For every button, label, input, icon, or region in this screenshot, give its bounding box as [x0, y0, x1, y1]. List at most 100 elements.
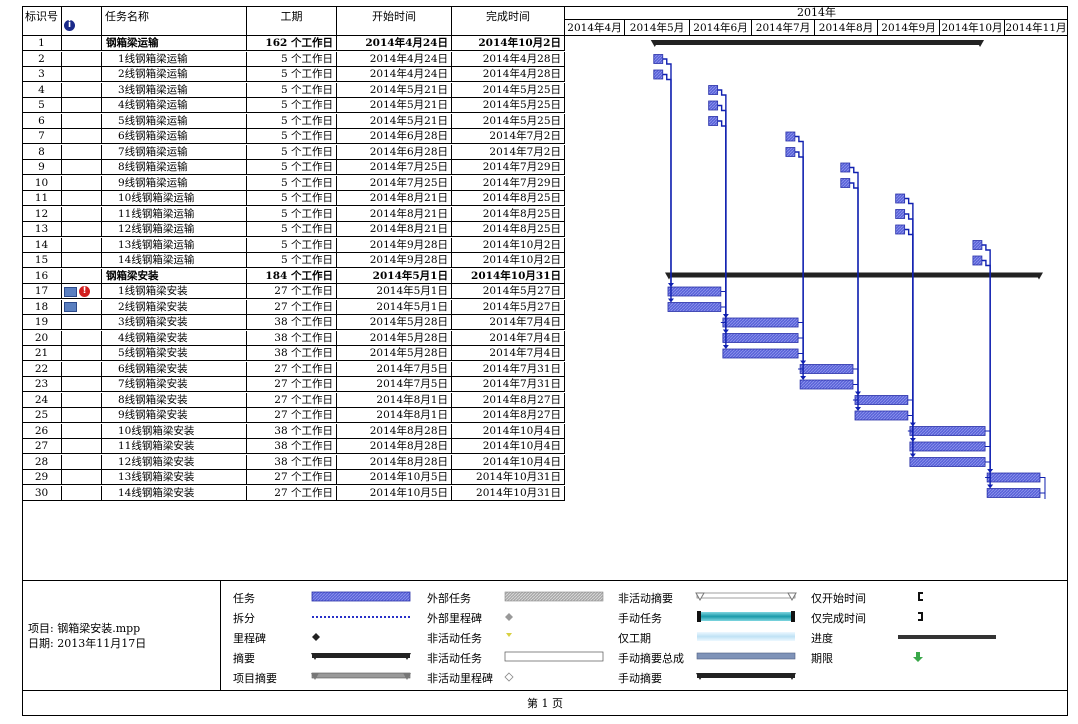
- task-name[interactable]: 8线钢箱梁运输: [102, 160, 247, 175]
- task-start[interactable]: 2014年9月28日: [337, 253, 452, 268]
- task-name[interactable]: 10线钢箱梁安装: [102, 423, 247, 439]
- task-duration[interactable]: 38 个工作日: [247, 315, 337, 330]
- task-row[interactable]: 11 10线钢箱梁运输 5 个工作日 2014年8月21日 2014年8月25日: [22, 191, 565, 206]
- task-duration[interactable]: 5 个工作日: [247, 222, 337, 237]
- header-finish[interactable]: 完成时间: [452, 6, 565, 36]
- table-icon[interactable]: [64, 302, 77, 312]
- task-finish[interactable]: 2014年5月25日: [452, 98, 565, 113]
- task-duration[interactable]: 38 个工作日: [247, 330, 337, 346]
- task-start[interactable]: 2014年8月21日: [337, 191, 452, 206]
- header-id[interactable]: 标识号: [22, 6, 62, 36]
- task-duration[interactable]: 38 个工作日: [247, 423, 337, 439]
- task-name[interactable]: 13线钢箱梁安装: [102, 470, 247, 485]
- task-finish[interactable]: 2014年5月27日: [452, 284, 565, 299]
- task-row[interactable]: 9 8线钢箱梁运输 5 个工作日 2014年7月25日 2014年7月29日: [22, 160, 565, 175]
- task-name[interactable]: 4线钢箱梁运输: [102, 98, 247, 113]
- task-start[interactable]: 2014年4月24日: [337, 67, 452, 82]
- task-duration[interactable]: 5 个工作日: [247, 175, 337, 191]
- task-start[interactable]: 2014年8月28日: [337, 439, 452, 454]
- task-name[interactable]: 6线钢箱梁安装: [102, 361, 247, 377]
- task-start[interactable]: 2014年4月24日: [337, 51, 452, 67]
- task-row[interactable]: 13 12线钢箱梁运输 5 个工作日 2014年8月21日 2014年8月25日: [22, 222, 565, 237]
- task-start[interactable]: 2014年8月28日: [337, 423, 452, 439]
- task-finish[interactable]: 2014年8月25日: [452, 191, 565, 206]
- task-finish[interactable]: 2014年7月29日: [452, 160, 565, 175]
- task-row[interactable]: 1 钢箱梁运输 162 个工作日 2014年4月24日 2014年10月2日: [22, 36, 565, 51]
- task-duration[interactable]: 38 个工作日: [247, 439, 337, 454]
- task-finish[interactable]: 2014年7月2日: [452, 144, 565, 160]
- task-finish[interactable]: 2014年10月31日: [452, 470, 565, 485]
- table-icon[interactable]: [64, 286, 77, 297]
- task-start[interactable]: 2014年6月28日: [337, 144, 452, 160]
- task-name[interactable]: 9线钢箱梁运输: [102, 175, 247, 191]
- task-name[interactable]: 4线钢箱梁安装: [102, 330, 247, 346]
- task-duration[interactable]: 5 个工作日: [247, 191, 337, 206]
- task-row[interactable]: 10 9线钢箱梁运输 5 个工作日 2014年7月25日 2014年7月29日: [22, 175, 565, 191]
- task-name[interactable]: 12线钢箱梁安装: [102, 454, 247, 470]
- task-finish[interactable]: 2014年10月4日: [452, 423, 565, 439]
- task-name[interactable]: 钢箱梁运输: [102, 36, 247, 51]
- task-row[interactable]: 17 1线钢箱梁安装 27 个工作日 2014年5月1日 2014年5月27日: [22, 284, 565, 299]
- task-row[interactable]: 3 2线钢箱梁运输 5 个工作日 2014年4月24日 2014年4月28日: [22, 67, 565, 82]
- task-name[interactable]: 1线钢箱梁安装: [102, 284, 247, 299]
- task-duration[interactable]: 5 个工作日: [247, 160, 337, 175]
- task-start[interactable]: 2014年5月1日: [337, 299, 452, 315]
- header-task-name[interactable]: 任务名称: [102, 6, 247, 36]
- task-start[interactable]: 2014年8月21日: [337, 222, 452, 237]
- task-row[interactable]: 21 5线钢箱梁安装 38 个工作日 2014年5月28日 2014年7月4日: [22, 346, 565, 361]
- task-row[interactable]: 15 14线钢箱梁运输 5 个工作日 2014年9月28日 2014年10月2日: [22, 253, 565, 268]
- task-name[interactable]: 13线钢箱梁运输: [102, 237, 247, 253]
- task-row[interactable]: 4 3线钢箱梁运输 5 个工作日 2014年5月21日 2014年5月25日: [22, 82, 565, 98]
- task-duration[interactable]: 5 个工作日: [247, 51, 337, 67]
- task-name[interactable]: 9线钢箱梁安装: [102, 408, 247, 423]
- task-start[interactable]: 2014年5月1日: [337, 284, 452, 299]
- task-row[interactable]: 18 2线钢箱梁安装 27 个工作日 2014年5月1日 2014年5月27日: [22, 299, 565, 315]
- task-name[interactable]: 5线钢箱梁安装: [102, 346, 247, 361]
- task-finish[interactable]: 2014年7月31日: [452, 377, 565, 392]
- task-finish[interactable]: 2014年10月2日: [452, 253, 565, 268]
- task-name[interactable]: 3线钢箱梁安装: [102, 315, 247, 330]
- task-duration[interactable]: 5 个工作日: [247, 237, 337, 253]
- task-finish[interactable]: 2014年5月25日: [452, 113, 565, 129]
- task-start[interactable]: 2014年5月21日: [337, 113, 452, 129]
- header-start[interactable]: 开始时间: [337, 6, 452, 36]
- task-finish[interactable]: 2014年8月27日: [452, 392, 565, 408]
- task-name[interactable]: 2线钢箱梁安装: [102, 299, 247, 315]
- task-row[interactable]: 27 11线钢箱梁安装 38 个工作日 2014年8月28日 2014年10月4日: [22, 439, 565, 454]
- task-duration[interactable]: 5 个工作日: [247, 144, 337, 160]
- header-duration[interactable]: 工期: [247, 6, 337, 36]
- task-name[interactable]: 11线钢箱梁安装: [102, 439, 247, 454]
- task-duration[interactable]: 27 个工作日: [247, 485, 337, 501]
- task-start[interactable]: 2014年5月28日: [337, 346, 452, 361]
- task-finish[interactable]: 2014年5月25日: [452, 82, 565, 98]
- task-start[interactable]: 2014年9月28日: [337, 237, 452, 253]
- task-start[interactable]: 2014年6月28日: [337, 129, 452, 144]
- task-finish[interactable]: 2014年4月28日: [452, 67, 565, 82]
- task-start[interactable]: 2014年7月5日: [337, 377, 452, 392]
- task-duration[interactable]: 27 个工作日: [247, 284, 337, 299]
- task-duration[interactable]: 5 个工作日: [247, 67, 337, 82]
- task-finish[interactable]: 2014年4月28日: [452, 51, 565, 67]
- header-indicators[interactable]: [62, 6, 102, 36]
- task-finish[interactable]: 2014年7月31日: [452, 361, 565, 377]
- task-start[interactable]: 2014年10月5日: [337, 485, 452, 501]
- task-duration[interactable]: 27 个工作日: [247, 408, 337, 423]
- task-start[interactable]: 2014年10月5日: [337, 470, 452, 485]
- task-duration[interactable]: 5 个工作日: [247, 206, 337, 222]
- task-start[interactable]: 2014年8月28日: [337, 454, 452, 470]
- task-row[interactable]: 25 9线钢箱梁安装 27 个工作日 2014年8月1日 2014年8月27日: [22, 408, 565, 423]
- task-finish[interactable]: 2014年8月25日: [452, 206, 565, 222]
- task-duration[interactable]: 38 个工作日: [247, 454, 337, 470]
- task-start[interactable]: 2014年5月1日: [337, 268, 452, 284]
- task-duration[interactable]: 38 个工作日: [247, 346, 337, 361]
- task-duration[interactable]: 27 个工作日: [247, 361, 337, 377]
- task-duration[interactable]: 5 个工作日: [247, 98, 337, 113]
- task-finish[interactable]: 2014年8月27日: [452, 408, 565, 423]
- task-row[interactable]: 7 6线钢箱梁运输 5 个工作日 2014年6月28日 2014年7月2日: [22, 129, 565, 144]
- task-row[interactable]: 30 14线钢箱梁安装 27 个工作日 2014年10月5日 2014年10月31日: [22, 485, 565, 501]
- task-duration[interactable]: 27 个工作日: [247, 377, 337, 392]
- task-duration[interactable]: 27 个工作日: [247, 299, 337, 315]
- task-start[interactable]: 2014年5月28日: [337, 315, 452, 330]
- task-start[interactable]: 2014年4月24日: [337, 36, 452, 51]
- task-name[interactable]: 钢箱梁安装: [102, 268, 247, 284]
